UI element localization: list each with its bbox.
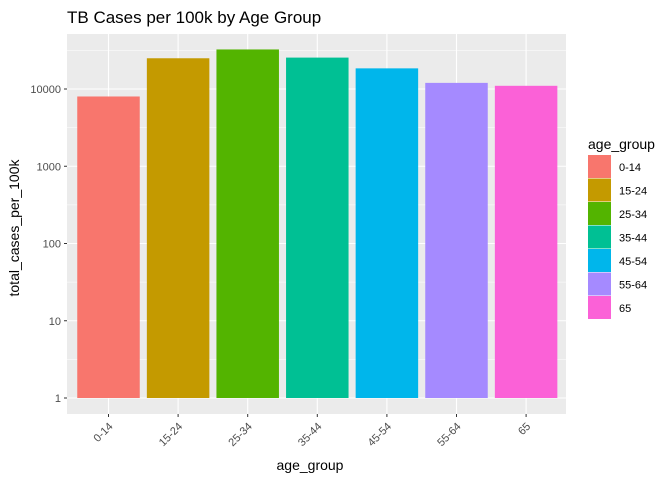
bar-layer bbox=[77, 49, 558, 399]
bar-45-54 bbox=[355, 68, 419, 398]
y-tick-label: 10 bbox=[49, 316, 61, 328]
y-axis: 1 10 100 1000 10000 bbox=[30, 84, 67, 405]
y-tick-label: 1000 bbox=[37, 161, 61, 173]
legend: age_group 0-14 15-24 25-34 35-44 45-54 55-64 6… bbox=[588, 136, 655, 319]
bar-0-14 bbox=[77, 96, 140, 398]
legend-label: 25-34 bbox=[619, 209, 647, 221]
legend-title: age_group bbox=[588, 136, 655, 152]
legend-label: 65 bbox=[619, 303, 631, 315]
bar-35-44 bbox=[286, 57, 349, 398]
legend-key-35-44 bbox=[588, 225, 611, 249]
x-axis-title: age_group bbox=[277, 457, 344, 473]
y-tick-label: 10000 bbox=[30, 84, 61, 96]
legend-key-55-64 bbox=[588, 272, 611, 296]
chart-title: TB Cases per 100k by Age Group bbox=[67, 8, 321, 27]
legend-label: 15-24 bbox=[619, 186, 647, 198]
legend-key-0-14 bbox=[588, 155, 611, 178]
bar-15-24 bbox=[146, 58, 210, 399]
bar-65 bbox=[494, 85, 558, 398]
y-tick-label: 100 bbox=[43, 239, 61, 251]
y-tick-label: 1 bbox=[55, 393, 61, 405]
legend-label: 55-64 bbox=[619, 280, 647, 292]
legend-label: 45-54 bbox=[619, 256, 647, 268]
legend-key-15-24 bbox=[588, 178, 611, 202]
legend-key-25-34 bbox=[588, 202, 611, 225]
y-axis-title: total_cases_per_100k bbox=[6, 159, 22, 297]
legend-label: 35-44 bbox=[619, 233, 647, 245]
legend-label: 0-14 bbox=[619, 162, 641, 174]
legend-key-45-54 bbox=[588, 249, 611, 272]
bar-55-64 bbox=[425, 82, 488, 399]
legend-key-65 bbox=[588, 296, 611, 319]
bar-25-34 bbox=[216, 49, 279, 399]
